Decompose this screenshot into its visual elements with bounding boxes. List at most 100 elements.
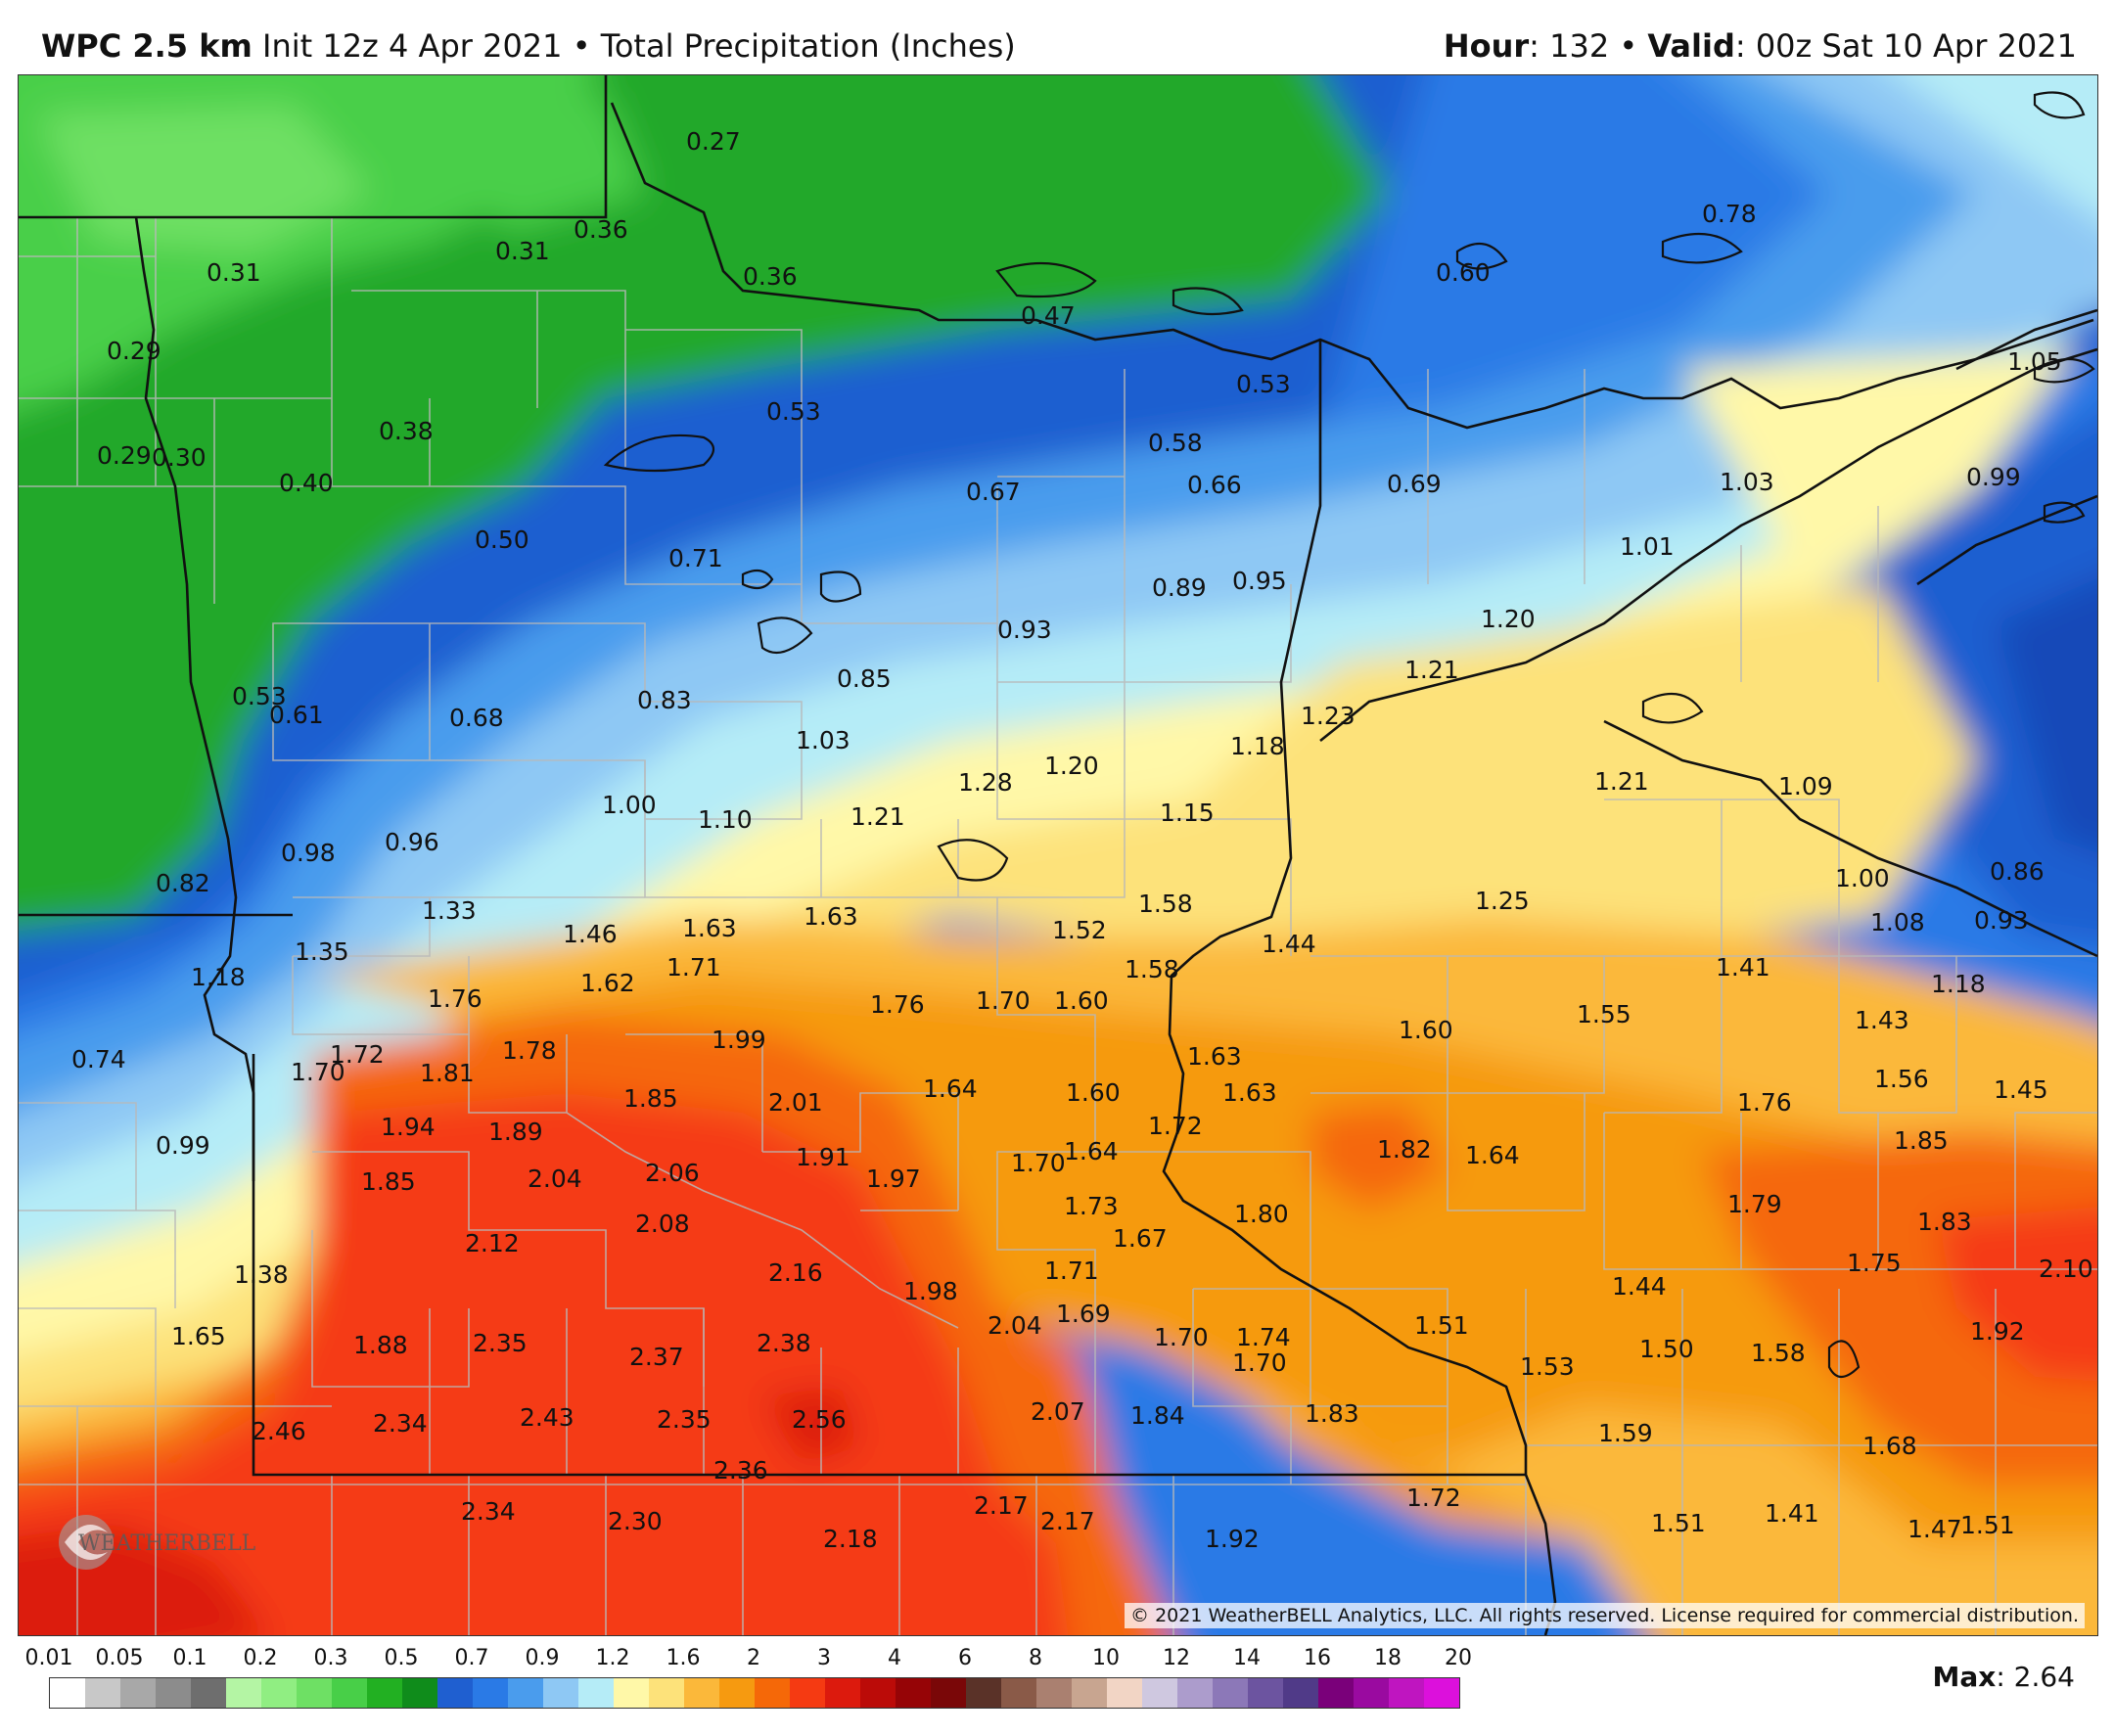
scale-swatch	[261, 1678, 297, 1708]
precip-value-label: 1.70	[1232, 1348, 1287, 1377]
precip-value-label: 1.81	[420, 1059, 475, 1087]
precip-value-label: 1.89	[488, 1118, 543, 1146]
precip-value-label: 0.69	[1387, 470, 1442, 498]
precip-value-label: 1.63	[1187, 1042, 1242, 1071]
scale-tick-label: 18	[1374, 1646, 1402, 1670]
scale-swatch	[1072, 1678, 1107, 1708]
precip-value-label: 1.82	[1377, 1135, 1432, 1164]
precip-value-label: 2.36	[713, 1456, 768, 1485]
valid-separator: •	[1619, 27, 1638, 65]
max-number: : 2.64	[1996, 1661, 2075, 1693]
precip-value-label: 1.75	[1847, 1249, 1902, 1277]
precip-value-label: 1.51	[1414, 1311, 1469, 1340]
precip-value-label: 2.46	[252, 1417, 306, 1445]
precip-value-label: 1.83	[1917, 1208, 1972, 1236]
precip-value-label: 0.29	[107, 337, 161, 365]
precip-value-label: 0.99	[156, 1131, 210, 1160]
precip-value-label: 0.38	[379, 417, 434, 445]
precip-value-label: 1.21	[850, 802, 905, 831]
scale-swatch	[156, 1678, 191, 1708]
precip-value-label: 1.60	[1054, 986, 1109, 1015]
precipitation-map[interactable]: 0.27 0.36 0.31 0.31 0.36 0.47 0.78 0.60 0.29 0.53…	[18, 74, 2098, 1636]
precip-value-label: 1.58	[1125, 955, 1179, 983]
precip-value-label: 2.01	[768, 1088, 823, 1117]
scale-tick-label: 16	[1304, 1646, 1331, 1670]
scale-swatch	[719, 1678, 755, 1708]
scale-tick-label: 1.2	[595, 1646, 630, 1670]
precip-value-label: 1.71	[1044, 1256, 1099, 1285]
scale-swatch	[931, 1678, 966, 1708]
precip-value-label: 1.78	[502, 1036, 557, 1065]
precip-value-label: 0.82	[156, 869, 210, 897]
precip-value-label: 1.85	[1894, 1126, 1949, 1155]
precip-value-label: 1.21	[1594, 767, 1649, 796]
scale-swatch	[1283, 1678, 1318, 1708]
precip-value-label: 1.20	[1481, 605, 1536, 633]
precip-value-label: 1.44	[1262, 930, 1316, 958]
scale-swatch	[1142, 1678, 1177, 1708]
scale-swatch	[367, 1678, 402, 1708]
precip-value-label: 1.53	[1520, 1352, 1575, 1381]
precip-value-label: 1.99	[712, 1026, 766, 1054]
precip-value-label: 1.88	[353, 1331, 408, 1359]
valid-value: : 00z Sat 10 Apr 2021	[1734, 27, 2077, 65]
scale-tick-label: 0.05	[95, 1646, 144, 1670]
scale-tick-label: 0.7	[454, 1646, 489, 1670]
title-separator: •	[572, 27, 591, 65]
precip-value-label: 0.60	[1436, 258, 1491, 287]
precip-value-label: 1.18	[1230, 732, 1285, 760]
precip-value-label: 1.44	[1612, 1272, 1667, 1301]
valid-time: Hour: 132 • Valid: 00z Sat 10 Apr 2021	[1444, 27, 2077, 65]
precip-value-label: 1.70	[291, 1058, 345, 1086]
scale-tick-label: 10	[1092, 1646, 1120, 1670]
precip-value-label: 1.85	[623, 1084, 678, 1113]
scale-tick-label: 2	[747, 1646, 760, 1670]
scale-tick-labels: 0.01 0.05 0.1 0.2 0.3 0.5 0.7 0.9 1.2 1.6 2 3 4 6 8 10 1…	[25, 1644, 1517, 1673]
precip-value-label: 0.61	[269, 701, 324, 729]
scale-swatch	[896, 1678, 931, 1708]
precip-value-label: 1.76	[870, 990, 925, 1019]
precip-value-label: 0.93	[1974, 906, 2029, 935]
logo-text: WEATHERBELL	[78, 1531, 256, 1556]
precip-value-label: 1.76	[1737, 1088, 1792, 1117]
precip-value-label: 1.72	[1148, 1112, 1203, 1140]
precip-value-label: 1.83	[1305, 1399, 1359, 1428]
color-scale-legend: 0.01 0.05 0.1 0.2 0.3 0.5 0.7 0.9 1.2 1.6 2 3 4 6 8 10 1…	[25, 1644, 1517, 1728]
precip-value-label: 2.17	[1040, 1507, 1095, 1535]
precip-value-label: 1.91	[796, 1143, 850, 1171]
precip-value-label: 0.95	[1232, 567, 1287, 595]
precip-value-label: 0.74	[71, 1045, 126, 1074]
scale-swatch	[85, 1678, 120, 1708]
precip-value-label: 0.93	[997, 616, 1052, 644]
precip-value-label: 2.18	[823, 1525, 878, 1553]
precip-value-label: 1.70	[976, 986, 1031, 1015]
county-borders	[19, 217, 2097, 1635]
precip-value-label: 1.98	[903, 1277, 958, 1305]
precip-value-label: 1.15	[1160, 799, 1215, 827]
precip-value-label: 0.86	[1990, 857, 2045, 886]
precip-value-label: 1.43	[1855, 1006, 1909, 1034]
precip-value-label: 0.47	[1021, 301, 1076, 330]
scale-swatch	[1177, 1678, 1213, 1708]
scale-swatch	[543, 1678, 578, 1708]
precip-value-label: 1.09	[1778, 772, 1833, 800]
precip-value-label: 1.56	[1874, 1065, 1929, 1093]
scale-swatch	[1318, 1678, 1354, 1708]
precip-value-label: 1.41	[1765, 1499, 1819, 1528]
precip-value-label: 1.08	[1870, 908, 1925, 937]
model-label: WPC 2.5 km	[41, 27, 253, 65]
precip-value-label: 1.74	[1236, 1323, 1291, 1351]
scale-swatch	[297, 1678, 332, 1708]
precip-value-label: 1.72	[1406, 1484, 1461, 1512]
precip-value-label: 1.63	[804, 902, 858, 931]
precip-value-label: 1.64	[1064, 1137, 1119, 1165]
precip-value-label: 1.70	[1154, 1323, 1209, 1351]
scale-swatch	[860, 1678, 896, 1708]
scale-swatch	[1424, 1678, 1459, 1708]
precip-value-label: 0.58	[1148, 429, 1203, 457]
precip-value-label: 0.53	[232, 682, 287, 710]
precip-value-label: 1.97	[866, 1165, 921, 1193]
precip-value-label: 1.52	[1052, 916, 1107, 944]
state-borders	[19, 75, 2097, 1635]
scale-tick-label: 6	[958, 1646, 972, 1670]
